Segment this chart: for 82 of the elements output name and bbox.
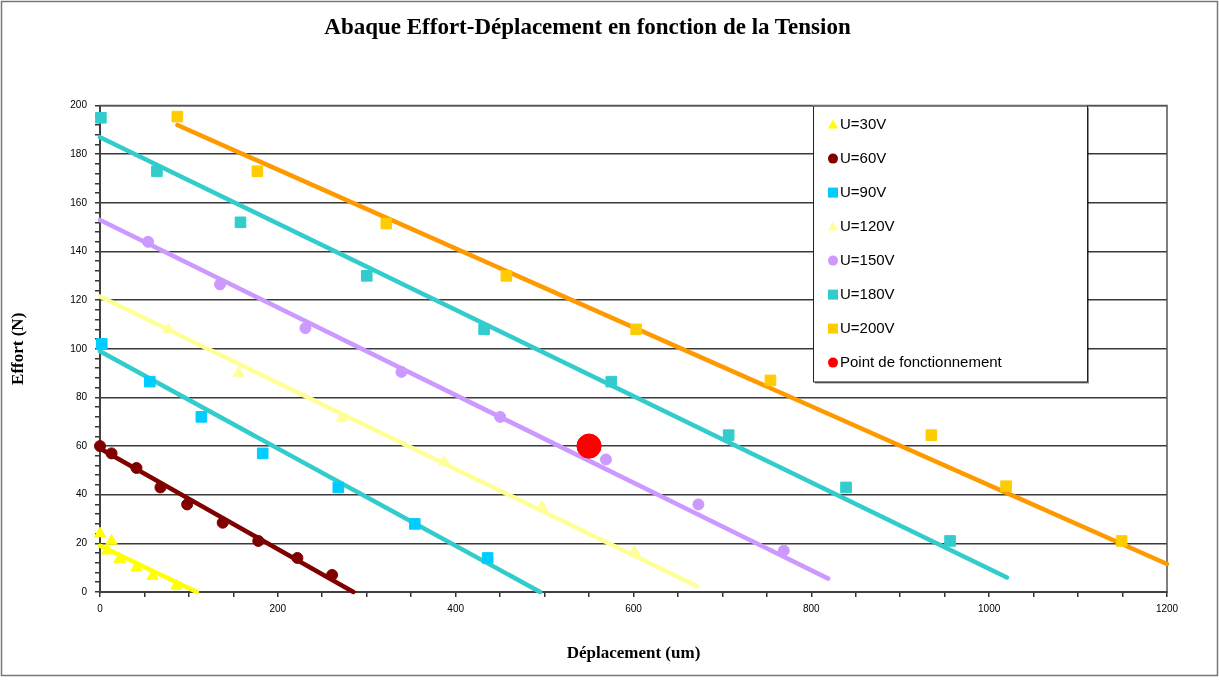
y-tick-label: 40 (75, 488, 88, 500)
point (113, 552, 126, 563)
point (326, 568, 339, 581)
legend-label: U=30V (840, 114, 887, 132)
x-tick-label: 600 (625, 602, 643, 614)
chart-title: Abaque Effort-Déplacement en fonction de la Tension (324, 13, 851, 39)
point (94, 440, 106, 453)
point (151, 165, 163, 178)
point (100, 543, 114, 555)
point (692, 498, 705, 511)
point (170, 578, 183, 590)
point (535, 499, 549, 511)
point (332, 481, 345, 494)
point (494, 410, 507, 423)
point (628, 544, 641, 556)
point (478, 323, 490, 336)
y-tick-label: 200 (70, 99, 88, 111)
legend-label: U=90V (840, 182, 887, 200)
point (232, 366, 245, 377)
point (335, 411, 348, 422)
x-tick-label: 200 (269, 602, 287, 614)
point (605, 375, 618, 388)
x-tick-label: 0 (97, 602, 104, 614)
point (576, 433, 602, 459)
point (408, 518, 421, 530)
point (216, 516, 229, 529)
x-tick-label: 1200 (1155, 602, 1179, 614)
y-tick-label: 160 (70, 196, 88, 208)
y-tick-label: 180 (70, 147, 88, 159)
point (195, 411, 208, 423)
point (130, 560, 143, 572)
legend-label: U=200V (840, 318, 895, 336)
point (143, 375, 156, 388)
y-axis-title: Effort (N) (7, 312, 27, 385)
point (93, 526, 107, 538)
x-tick-label: 400 (447, 602, 465, 614)
point (380, 217, 393, 230)
x-tick-label: 800 (802, 602, 821, 614)
legend-label: U=120V (840, 216, 895, 234)
point (95, 338, 108, 350)
point (1000, 480, 1012, 493)
point (181, 498, 194, 511)
y-tick-label: 100 (70, 342, 88, 354)
point (944, 535, 956, 547)
x-tick-label: 1000 (978, 602, 1001, 614)
point (299, 322, 312, 335)
point (500, 270, 513, 282)
point (130, 461, 143, 474)
legend-label: U=180V (840, 284, 895, 302)
point (925, 429, 938, 441)
point (630, 323, 642, 336)
y-tick-label: 0 (81, 585, 88, 597)
point (360, 270, 373, 282)
legend-label: Point de fonctionnement (840, 352, 1003, 370)
y-tick-label: 20 (75, 537, 88, 549)
point (599, 453, 612, 466)
point (251, 165, 264, 178)
point (777, 544, 790, 557)
point (1115, 535, 1128, 547)
y-tick-label: 140 (70, 245, 88, 257)
point (722, 429, 735, 441)
x-axis-title: Déplacement (um) (566, 643, 701, 663)
point (481, 552, 494, 564)
point (142, 235, 155, 248)
point (171, 110, 184, 123)
point (154, 481, 167, 494)
y-tick-label: 120 (70, 293, 88, 305)
y-tick-label: 60 (75, 439, 88, 451)
point (291, 551, 304, 564)
point (840, 481, 852, 494)
legend-label: U=60V (840, 148, 887, 166)
point (437, 454, 451, 466)
point (105, 447, 118, 460)
y-tick-label: 80 (75, 391, 88, 403)
point (234, 216, 247, 229)
point (105, 533, 118, 545)
point (256, 447, 269, 460)
point (764, 374, 777, 387)
point (252, 534, 265, 547)
point (395, 365, 408, 378)
point (95, 111, 107, 124)
legend-label: U=150V (840, 250, 895, 268)
